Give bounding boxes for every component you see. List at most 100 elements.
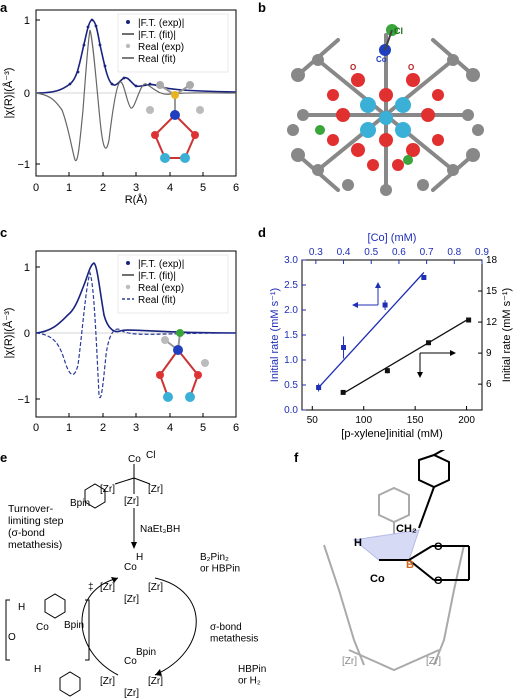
data-point	[426, 340, 432, 346]
x-tick: 6	[233, 182, 239, 194]
atom-co: Co	[370, 573, 385, 585]
zr-label: [Zr]	[124, 594, 139, 605]
cycle-arc-left	[81, 577, 119, 676]
top-tick-label: 0.4	[337, 247, 351, 258]
right-tick-label: 6	[486, 379, 492, 390]
atom-o: O	[434, 575, 443, 587]
top-axis-label: [Co] (mM)	[368, 232, 417, 244]
bpin-label: Bpin	[136, 647, 156, 658]
left-tick-label: 1.0	[284, 355, 298, 366]
x-tick: 0	[33, 182, 39, 194]
top-tick-label: 0.5	[364, 247, 378, 258]
panel-a-label: a	[0, 0, 8, 15]
ft-exp-points	[68, 18, 152, 88]
atom-label-o: O	[350, 63, 356, 72]
sigma-metathesis-label: σ-bond metathesis	[210, 622, 258, 645]
x-axis-label: R(Å)	[125, 193, 148, 205]
x-tick: 3	[133, 182, 139, 194]
o-label: O	[8, 632, 16, 643]
legend-item: Real (fit)	[138, 295, 176, 306]
bpin-label: Bpin	[70, 498, 90, 509]
x-tick: 2	[100, 182, 106, 194]
reagent-label: NaEt₃BH	[140, 524, 180, 535]
bpin-label: Bpin	[64, 620, 84, 631]
data-point	[421, 275, 427, 280]
data-point	[341, 345, 347, 350]
benzene-ring	[44, 593, 66, 619]
co-label: Co	[124, 562, 137, 573]
arrow-down-icon	[417, 372, 423, 378]
atom-label-o: O	[408, 63, 414, 72]
h-label: H	[18, 602, 25, 613]
left-tick-label: 1.5	[284, 330, 298, 341]
right-axis-label: Initial rate (mM s⁻¹)	[501, 288, 513, 382]
zr-label: [Zr]	[124, 688, 139, 699]
x-tick: 5	[200, 182, 206, 194]
legend: |F.T. (exp)| |F.T. (fit)| Real (exp) Rea…	[117, 13, 229, 73]
top-tick-label: 0.6	[392, 247, 406, 258]
co-label: Co	[128, 454, 141, 465]
zr-label: [Zr]	[148, 582, 163, 593]
panel-f-transition-state: H CH₂ B Co O O [Zr] [Zr]	[323, 450, 470, 672]
zr-label: [Zr]	[124, 496, 139, 507]
inset-molecule	[146, 81, 204, 163]
y-tick-1: 1	[24, 15, 30, 27]
zr-label: [Zr]	[100, 676, 115, 687]
data-point	[466, 317, 472, 323]
legend-item: |F.T. (exp)|	[138, 259, 184, 270]
x-tick: 5	[200, 422, 206, 434]
benzene-ring	[59, 671, 81, 697]
right-tick-label: 12	[486, 317, 498, 328]
right-tick-label: 15	[486, 286, 498, 297]
cycle-arc-right	[154, 577, 197, 676]
product-label: HBPin or H₂	[238, 664, 266, 687]
atom-h: H	[354, 537, 362, 549]
bottom-tick-label: 200	[458, 415, 475, 426]
zr-label: [Zr]	[148, 484, 163, 495]
axis-arrows	[352, 282, 456, 378]
data-point	[384, 368, 390, 374]
panel-b-crystal-structure: Cl Co O O	[287, 24, 484, 196]
y-tick-neg1: −1	[17, 159, 30, 171]
co-label: Co	[124, 656, 137, 667]
bottom-tick-label: 50	[307, 415, 319, 426]
fit-line-series-0	[318, 272, 425, 388]
h-label: H	[34, 664, 41, 675]
data-point	[340, 389, 346, 395]
x-tick: 3	[133, 422, 139, 434]
panel-f-label: f	[294, 450, 299, 465]
legend: |F.T. (exp)| |F.T. (fit)| Real (exp) Rea…	[117, 254, 229, 314]
panel-c-exafs-plot: 1 0 −1 0 1 2 3 4 5 6 |χ(R)|(Å⁻³) |F.T. (…	[2, 250, 239, 434]
h-label: H	[136, 552, 143, 563]
panel-d-label: d	[258, 225, 266, 240]
bottom-tick-label: 150	[407, 415, 424, 426]
legend-item: Real (fit)	[138, 54, 176, 65]
y-tick-neg1: −1	[17, 394, 30, 406]
data-point	[382, 302, 388, 308]
co-label: Co	[36, 622, 49, 633]
zr-label: [Zr]	[100, 484, 115, 495]
panel-c-label: c	[0, 225, 8, 240]
left-tick-label: 3.0	[284, 255, 298, 266]
x-tick: 4	[167, 182, 173, 194]
y-tick-1: 1	[24, 262, 30, 274]
top-tick-label: 0.9	[475, 247, 489, 258]
x-tick: 6	[233, 422, 239, 434]
left-tick-label: 0.0	[284, 405, 298, 416]
legend-item: |F.T. (fit)|	[138, 30, 176, 41]
left-tick-label: 2.0	[284, 305, 298, 316]
atom-label-co: Co	[376, 55, 387, 64]
ts-brackets	[5, 599, 90, 661]
x-tick: 1	[66, 182, 72, 194]
data-point	[316, 385, 322, 390]
top-tick-label: 0.3	[309, 247, 323, 258]
zr-label: [Zr]	[426, 656, 441, 667]
y-axis-label: |χ(R)|(Å⁻³)	[2, 68, 15, 119]
x-tick: 1	[66, 422, 72, 434]
legend-item: Real (exp)	[138, 42, 184, 53]
atom-o: O	[434, 541, 443, 553]
x-tick: 4	[167, 422, 173, 434]
legend-item: Real (exp)	[138, 283, 184, 294]
fit-line-series-1	[342, 318, 469, 395]
x-tick: 2	[100, 422, 106, 434]
